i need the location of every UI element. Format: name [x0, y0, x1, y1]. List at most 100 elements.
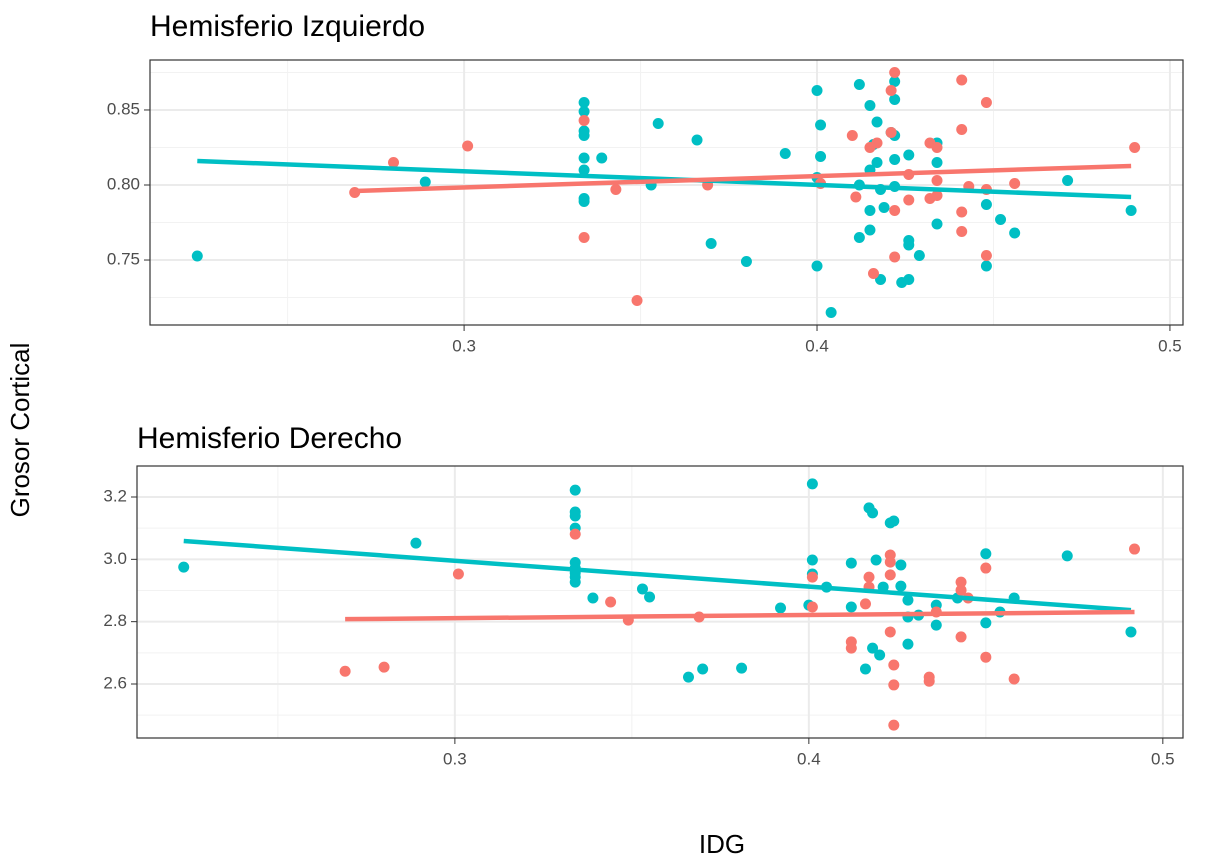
point [736, 662, 748, 674]
point [631, 295, 643, 307]
point [452, 568, 464, 580]
point [410, 537, 422, 549]
point [980, 651, 992, 663]
point [419, 176, 431, 188]
point [884, 569, 896, 581]
point [853, 232, 865, 244]
point [569, 510, 581, 522]
point [980, 250, 992, 262]
point [853, 78, 865, 90]
point [930, 619, 942, 631]
point [931, 141, 943, 153]
point [339, 665, 351, 677]
x-tick-label: 0.5 [1151, 749, 1175, 768]
point [902, 594, 914, 606]
point [885, 126, 897, 138]
panel-title: Hemisferio Derecho [137, 422, 402, 455]
point [885, 84, 897, 96]
point [956, 74, 968, 86]
point [697, 663, 709, 675]
point [578, 232, 590, 244]
point [863, 571, 875, 583]
panel-title: Hemisferio Izquierdo [150, 10, 425, 43]
point [864, 99, 876, 111]
point [1125, 626, 1137, 638]
y-tick-label: 0.75 [107, 250, 140, 269]
point [884, 556, 896, 568]
point [815, 119, 827, 131]
point [806, 571, 818, 583]
point [980, 548, 992, 560]
point [889, 205, 901, 217]
point [864, 205, 876, 217]
x-tick-label: 0.4 [797, 749, 821, 768]
point [578, 152, 590, 164]
point [578, 96, 590, 108]
point [889, 75, 901, 87]
point [871, 156, 883, 168]
point [888, 515, 900, 527]
point [644, 591, 656, 603]
point [1129, 141, 1141, 153]
point [956, 123, 968, 135]
point [1061, 550, 1073, 562]
point [178, 561, 190, 573]
point [931, 156, 943, 168]
point [691, 134, 703, 146]
point [806, 601, 818, 613]
point [388, 156, 400, 168]
x-tick-label: 0.5 [1158, 336, 1182, 355]
point [888, 719, 900, 731]
point [864, 224, 876, 236]
point [889, 93, 901, 105]
point [903, 274, 915, 286]
point [578, 129, 590, 141]
x-tick-label: 0.3 [443, 749, 467, 768]
x-axis-title: IDG [699, 829, 745, 859]
point [903, 149, 915, 161]
point [1009, 227, 1021, 239]
point [889, 66, 901, 78]
point [1009, 177, 1021, 189]
y-tick-label: 0.80 [107, 174, 140, 193]
point [889, 153, 901, 165]
point [845, 601, 857, 613]
point [845, 642, 857, 654]
point [867, 642, 879, 654]
regression-line [345, 609, 1135, 622]
point [378, 661, 390, 673]
point [845, 557, 857, 569]
point [569, 576, 581, 588]
point [775, 602, 787, 614]
point [871, 137, 883, 149]
point [806, 478, 818, 490]
x-tick-label: 0.4 [805, 336, 829, 355]
point [895, 559, 907, 571]
point [859, 663, 871, 675]
point [902, 638, 914, 650]
point [931, 190, 943, 202]
point [867, 268, 879, 280]
point [980, 617, 992, 629]
point [980, 199, 992, 211]
point [569, 528, 581, 540]
point [825, 307, 837, 319]
point [878, 202, 890, 214]
point [1125, 205, 1137, 217]
x-tick-label: 0.3 [452, 336, 476, 355]
point [636, 583, 648, 595]
point [1062, 174, 1074, 186]
point [980, 562, 992, 574]
point [578, 164, 590, 176]
y-tick-label: 2.6 [103, 673, 127, 692]
y-tick-label: 3.0 [103, 549, 127, 568]
point [610, 183, 622, 195]
point [587, 592, 599, 604]
point [578, 105, 590, 117]
point [846, 129, 858, 141]
point [815, 150, 827, 162]
point [955, 631, 967, 643]
point [871, 116, 883, 128]
